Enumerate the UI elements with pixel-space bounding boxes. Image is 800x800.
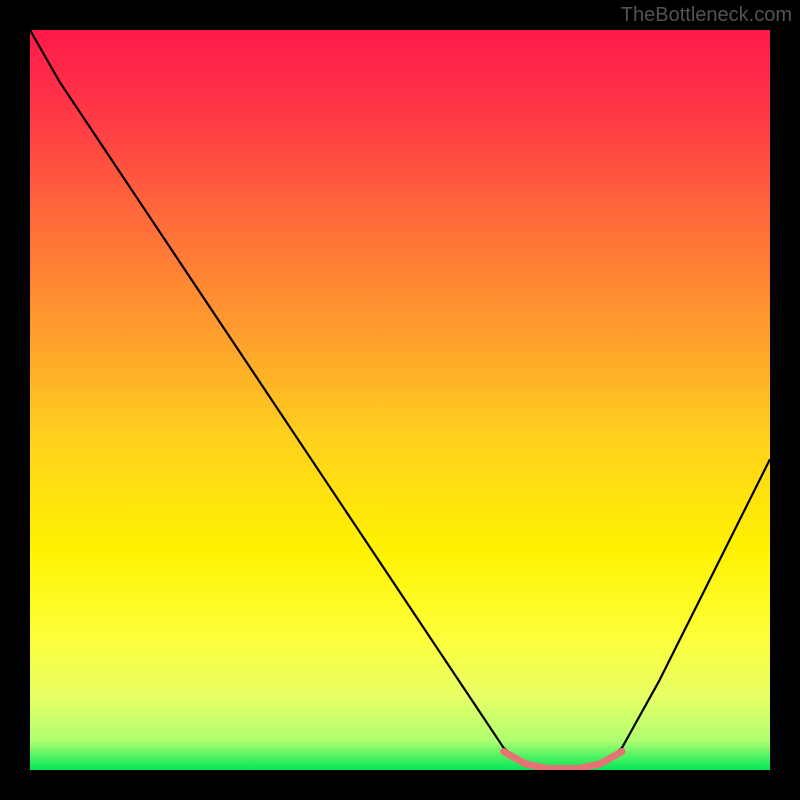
optimal-range-highlight [30,30,770,770]
chart-plot-area [30,30,770,770]
watermark-text: TheBottleneck.com [621,4,792,27]
